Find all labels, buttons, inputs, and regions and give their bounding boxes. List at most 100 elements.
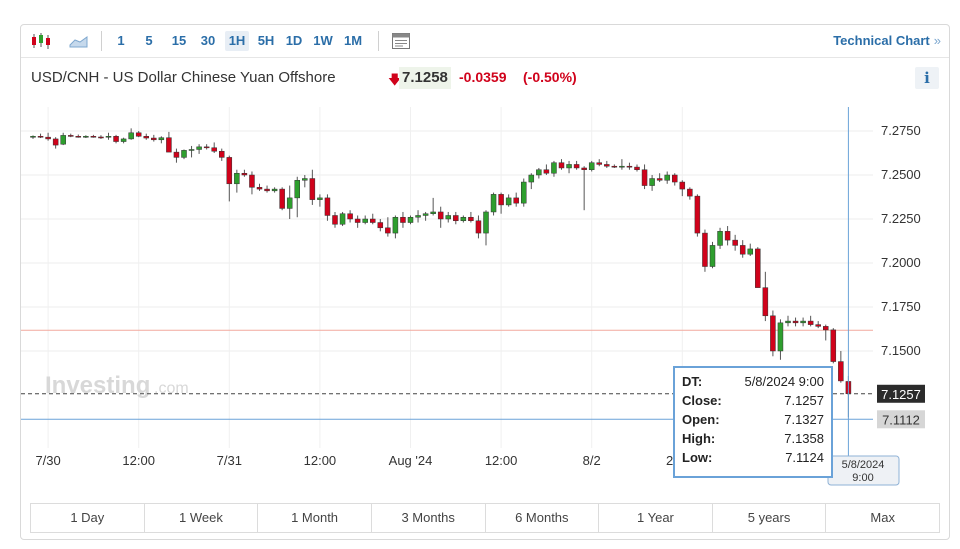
candle [815, 321, 821, 329]
candle [755, 247, 761, 288]
candle-body [264, 188, 270, 192]
interval-15min[interactable]: 15 [171, 33, 187, 48]
candle [460, 215, 467, 223]
candle [626, 162, 633, 170]
y-tick-label: 7.2750 [881, 123, 921, 138]
interval-1d[interactable]: 1D [285, 33, 303, 48]
candle [324, 194, 331, 221]
y-tick-label: 7.1750 [881, 299, 921, 314]
candle [664, 171, 670, 184]
tooltip-value: 7.1124 [785, 450, 824, 465]
y-tick-label: 7.2250 [881, 211, 921, 226]
candle-body [286, 197, 293, 209]
candle-body [641, 169, 648, 186]
candle-body [45, 136, 51, 140]
candle [641, 164, 648, 190]
candle-body [762, 287, 769, 317]
range-1-day[interactable]: 1 Day [31, 504, 145, 532]
info-button[interactable]: i [915, 67, 939, 89]
candle [256, 183, 263, 191]
candle-body [332, 215, 338, 225]
crosshair-price-badge [877, 410, 925, 429]
candle [453, 211, 459, 225]
candle [98, 135, 104, 139]
candle [105, 132, 112, 140]
candle [611, 164, 618, 168]
candle [370, 213, 376, 225]
candle-body [143, 136, 149, 139]
tooltip-label: DT: [682, 374, 703, 389]
candle [566, 160, 572, 174]
candle-body [785, 320, 791, 324]
candle [279, 187, 285, 211]
candle [264, 185, 270, 193]
range-1-year[interactable]: 1 Year [599, 504, 713, 532]
candle-body [83, 136, 89, 138]
candle [513, 192, 519, 207]
range-max[interactable]: Max [870, 510, 895, 525]
candle-body [792, 320, 799, 324]
candle [717, 227, 723, 249]
candle [135, 131, 142, 138]
tooltip-row-open: Open: 7.1327 [682, 411, 824, 429]
indicators-table-icon[interactable] [390, 31, 412, 51]
candle-body [347, 213, 353, 220]
candlestick-chart-icon[interactable] [30, 31, 52, 51]
candle-body [649, 178, 655, 186]
interval-1min[interactable]: 1 [117, 33, 125, 48]
candle [407, 215, 414, 225]
candle [732, 234, 738, 251]
time-range-selector: 1 Day 1 Week 1 Month 3 Months 6 Months 1… [30, 503, 940, 533]
interval-1w[interactable]: 1W [313, 33, 333, 48]
toolbar-divider [378, 31, 379, 51]
candle-body [226, 157, 233, 185]
candle-body [566, 164, 572, 169]
candle-body [68, 135, 74, 137]
candle-body [166, 137, 172, 153]
candle-body [309, 178, 316, 200]
candle-body [830, 329, 837, 362]
candle [188, 145, 195, 158]
candle-body [422, 213, 429, 216]
candle-body [498, 194, 504, 206]
crosshair-price-badge-label: 7.1112 [882, 412, 920, 427]
range-6-months[interactable]: 6 Months [486, 504, 600, 532]
candle-body [581, 167, 587, 170]
interval-1h[interactable]: 1H [225, 31, 249, 51]
candle [52, 137, 59, 149]
interval-30min[interactable]: 30 [200, 33, 216, 48]
area-chart-icon[interactable] [68, 31, 90, 51]
candle-body [98, 136, 104, 139]
candle [400, 211, 406, 228]
interval-5min[interactable]: 5 [145, 33, 153, 48]
range-3-months[interactable]: 3 Months [372, 504, 486, 532]
technical-chart-link[interactable]: Technical Chart» [833, 31, 941, 51]
interval-1mo[interactable]: 1M [343, 33, 363, 48]
candle-body [588, 162, 595, 170]
candle [392, 215, 399, 239]
chart-toolbar: 1 5 15 30 1H 5H 1D 1W 1M Technical Chart… [21, 25, 949, 58]
x-tick-label: 12:00 [122, 453, 155, 468]
candle-body [30, 136, 36, 138]
candle-body [445, 215, 451, 220]
candle [536, 167, 542, 179]
candle [581, 166, 587, 211]
candle-body [739, 245, 746, 255]
candle [385, 217, 391, 237]
candle-body [664, 174, 670, 181]
candle-body [294, 180, 300, 199]
candle-body [709, 245, 716, 267]
candle [309, 169, 316, 205]
candle [702, 229, 708, 272]
x-tick-label: 8/2 [583, 453, 601, 468]
candle-body [551, 162, 557, 174]
price-chart[interactable]: 7.2750 7.2500 7.2250 7.2000 7.1750 7.1500 7/30… [21, 25, 949, 495]
candle [30, 135, 36, 139]
candle [762, 271, 769, 322]
range-1-month[interactable]: 1 Month [258, 504, 372, 532]
candle-body [181, 150, 187, 158]
range-1-week[interactable]: 1 Week [145, 504, 259, 532]
interval-5h[interactable]: 5H [257, 33, 275, 48]
candle-body [271, 188, 278, 192]
range-5-years[interactable]: 5 years [713, 504, 827, 532]
